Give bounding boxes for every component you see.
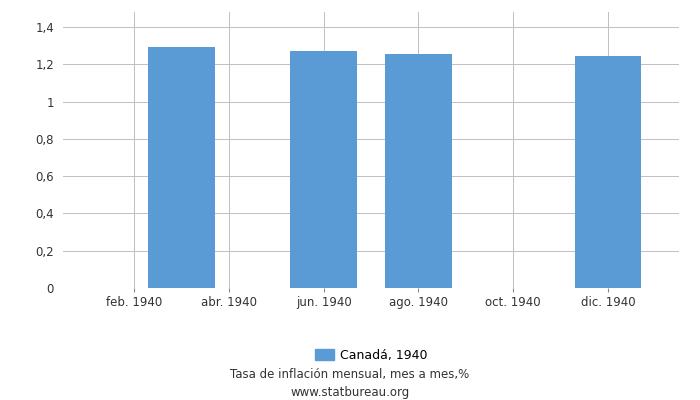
Text: Tasa de inflación mensual, mes a mes,%: Tasa de inflación mensual, mes a mes,% xyxy=(230,368,470,381)
Bar xyxy=(290,51,357,288)
Bar xyxy=(385,54,452,288)
Legend: Canadá, 1940: Canadá, 1940 xyxy=(309,344,433,367)
Bar xyxy=(575,56,641,288)
Bar xyxy=(148,48,215,288)
Text: www.statbureau.org: www.statbureau.org xyxy=(290,386,410,399)
